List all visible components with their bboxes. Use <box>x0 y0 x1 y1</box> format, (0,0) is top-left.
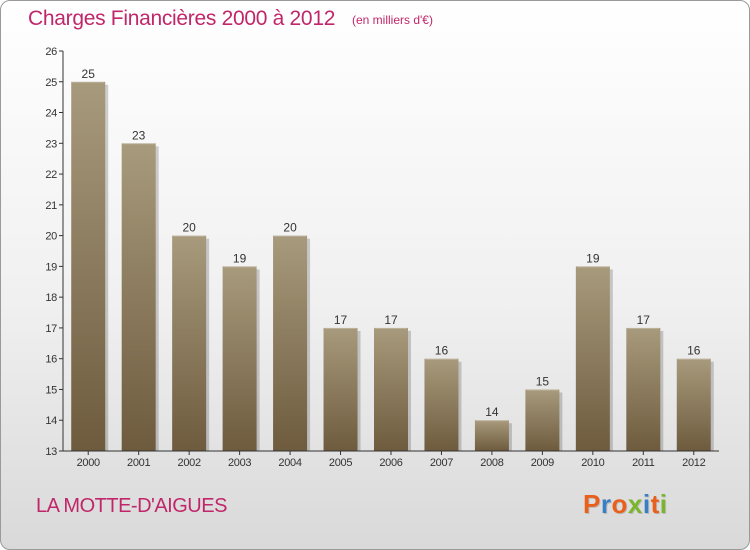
data-label: 16 <box>435 344 449 358</box>
bar-2000 <box>71 81 106 452</box>
y-tick-label: 21 <box>45 200 57 212</box>
data-label: 17 <box>334 313 348 327</box>
y-tick-label: 17 <box>45 323 57 335</box>
bars <box>71 81 711 452</box>
logo-letter: x <box>627 489 643 519</box>
data-label: 20 <box>182 221 196 235</box>
commune-name: LA MOTTE-D'AIGUES <box>36 495 227 517</box>
y-tick-label: 16 <box>45 354 57 366</box>
axes <box>59 50 719 455</box>
logo-letter: i <box>642 489 651 519</box>
x-tick-label: 2005 <box>329 457 352 469</box>
y-tick-label: 23 <box>45 138 57 150</box>
y-tick-label: 25 <box>45 77 57 89</box>
bar-2011 <box>626 327 661 451</box>
x-tick-label: 2010 <box>581 457 604 469</box>
bar-2009 <box>525 389 560 451</box>
x-tick-label: 2000 <box>77 457 100 469</box>
bar-2003 <box>222 266 257 451</box>
logo-letter: i <box>659 489 668 519</box>
y-tick-label: 20 <box>45 231 57 243</box>
bar-2010 <box>575 266 610 451</box>
data-label: 20 <box>283 221 297 235</box>
y-tick-label: 18 <box>45 292 57 304</box>
x-tick-label: 2006 <box>379 457 402 469</box>
data-label: 17 <box>384 313 398 327</box>
data-label: 15 <box>536 374 550 388</box>
x-tick-label: 2012 <box>682 457 705 469</box>
chart-subtitle: (en milliers d'€) <box>352 13 433 27</box>
x-tick-label: 2002 <box>178 457 201 469</box>
x-tick-label: 2007 <box>430 457 453 469</box>
bar-2004 <box>273 235 308 451</box>
proxiti-logo[interactable]: Proxiti <box>583 489 667 520</box>
x-tick-label: 2008 <box>480 457 503 469</box>
bar-2006 <box>374 327 408 451</box>
x-tick-label: 2011 <box>632 457 655 469</box>
data-label: 14 <box>485 405 499 419</box>
data-label: 23 <box>132 128 146 142</box>
y-tick-label: 13 <box>45 446 57 458</box>
labels: 13 14 15 16 17 18 19 20 21 22 23 24 25 26 25 2000 23 2001… <box>45 46 706 469</box>
y-tick-label: 22 <box>45 169 57 181</box>
bar-2012 <box>676 358 711 451</box>
bar-2008 <box>474 420 509 451</box>
y-tick-label: 19 <box>45 261 57 273</box>
y-tick-label: 26 <box>45 46 57 58</box>
logo-letter: P <box>583 489 601 519</box>
data-label: 19 <box>233 251 247 265</box>
y-tick-label: 24 <box>45 108 57 120</box>
bar-2001 <box>121 143 156 452</box>
logo-letter: r <box>600 489 612 519</box>
y-tick-label: 15 <box>45 384 57 396</box>
logo-letter: o <box>611 489 628 519</box>
logo-letter: t <box>650 489 660 519</box>
data-label: 25 <box>82 67 96 81</box>
bar-2007 <box>424 358 459 451</box>
bar-2002 <box>172 235 207 451</box>
chart-title: Charges Financières 2000 à 2012 <box>28 7 336 30</box>
y-tick-label: 14 <box>45 415 57 427</box>
bar-2005 <box>323 327 358 451</box>
data-label: 19 <box>586 251 600 265</box>
x-tick-label: 2009 <box>531 457 554 469</box>
x-tick-label: 2001 <box>127 457 150 469</box>
x-tick-label: 2003 <box>228 457 251 469</box>
data-label: 16 <box>687 344 701 358</box>
data-label: 17 <box>637 313 651 327</box>
x-tick-label: 2004 <box>278 457 301 469</box>
